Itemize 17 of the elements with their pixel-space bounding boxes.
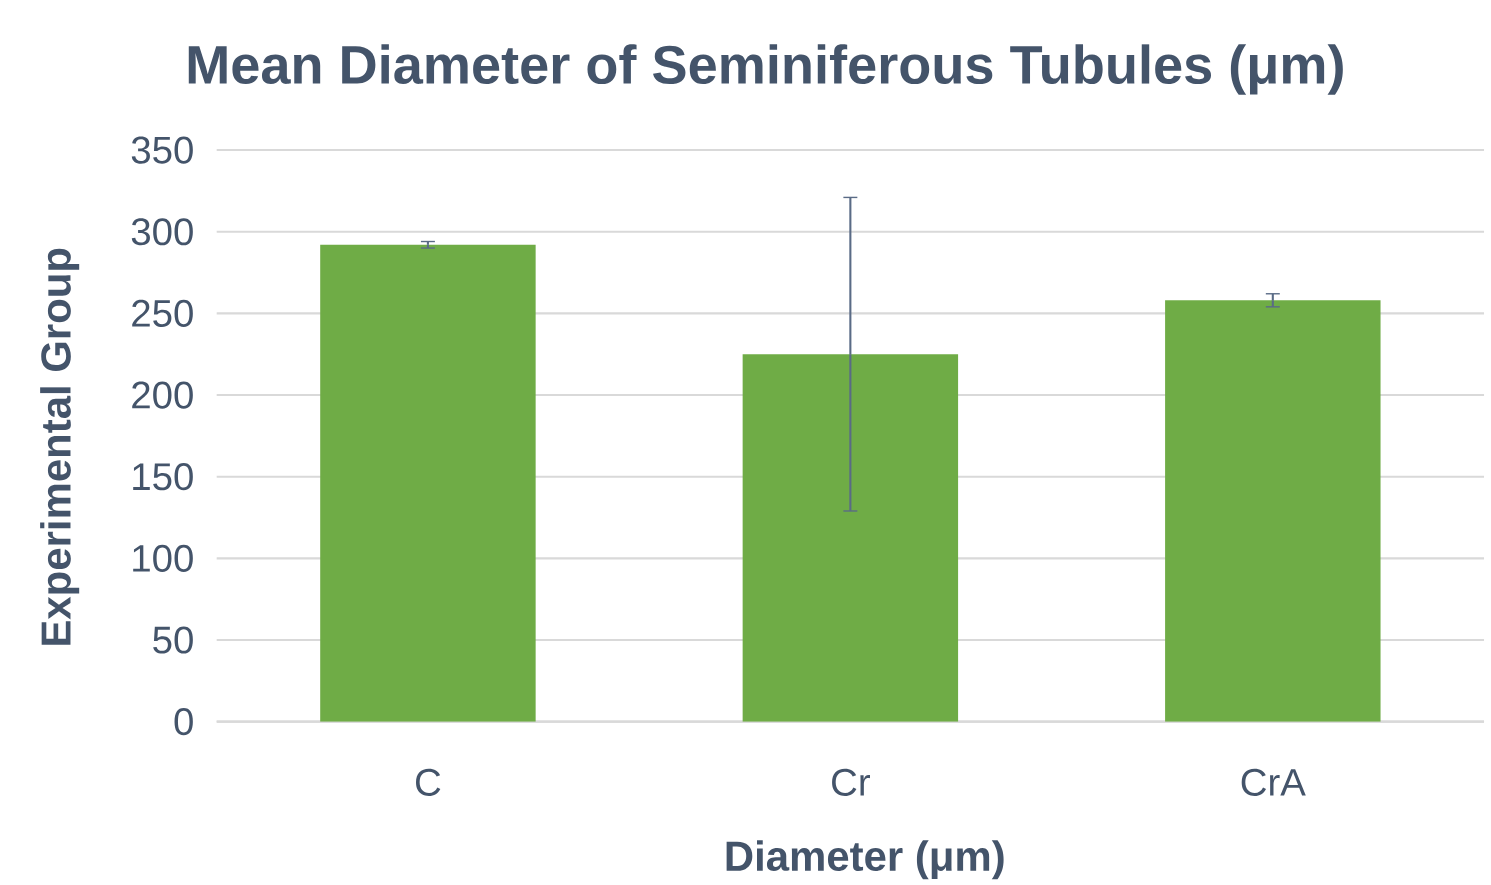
y-tick-label: 0	[174, 708, 193, 736]
y-tick-label: 100	[133, 544, 193, 573]
x-axis-title: Diameter (μm)	[726, 840, 1004, 880]
y-axis-title: Experimental Group	[40, 248, 80, 645]
y-tick-label: 250	[132, 299, 193, 328]
x-tick-label: CrA	[1241, 768, 1306, 797]
y-tick-label: 200	[132, 381, 193, 409]
bar	[320, 244, 536, 722]
y-tick-label: 50	[153, 626, 193, 654]
bar	[1165, 300, 1381, 722]
x-tick-label: Cr	[832, 768, 870, 797]
y-tick-label: 300	[131, 218, 193, 246]
x-tick-label: C	[416, 768, 441, 797]
y-tick-label: 350	[131, 136, 193, 164]
chart-title: Mean Diameter of Seminiferous Tubules (μm)	[188, 44, 1343, 95]
bar	[742, 354, 959, 722]
y-tick-label: 150	[133, 463, 193, 491]
